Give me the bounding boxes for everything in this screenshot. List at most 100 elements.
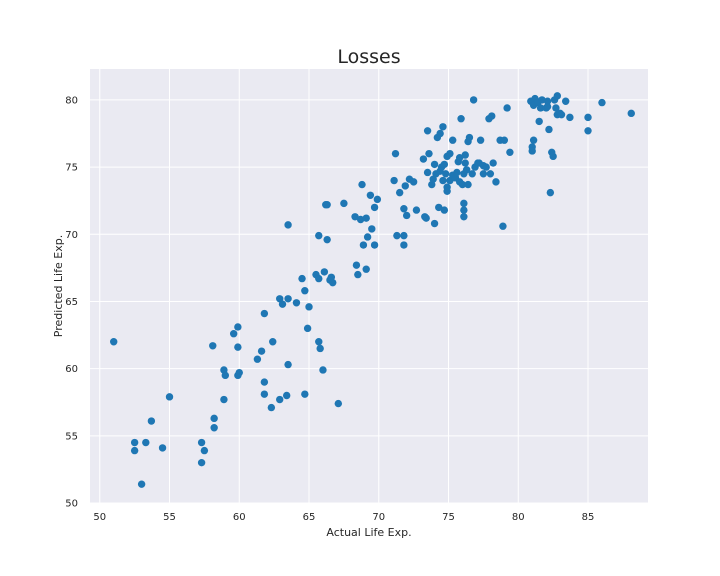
data-point [440, 206, 449, 214]
data-point [393, 231, 401, 240]
data-point [137, 480, 146, 488]
data-point [292, 299, 301, 307]
data-point [234, 323, 242, 331]
data-point [352, 261, 361, 269]
data-point [269, 338, 277, 346]
data-point [422, 214, 430, 222]
data-point [460, 206, 468, 214]
data-point [359, 241, 368, 249]
data-point [453, 168, 461, 177]
data-point [315, 338, 323, 346]
data-point [210, 414, 218, 423]
data-point [402, 211, 411, 220]
data-point [458, 180, 467, 189]
data-point [209, 342, 217, 350]
data-point [584, 127, 592, 135]
data-point [267, 403, 276, 412]
data-point [499, 222, 507, 230]
data-point [492, 178, 500, 186]
data-point [535, 117, 543, 126]
data-point [552, 104, 560, 112]
data-point [584, 113, 592, 122]
data-point [363, 233, 372, 241]
data-point [284, 221, 292, 229]
data-point [488, 112, 496, 120]
data-point [460, 213, 468, 221]
y-tick-label: 70 [65, 230, 78, 241]
data-point [354, 270, 362, 279]
y-tick-label: 55 [65, 431, 78, 442]
data-point [323, 201, 331, 209]
data-point [442, 170, 450, 178]
data-point [536, 104, 545, 112]
data-point [528, 147, 536, 155]
x-tick-label: 80 [512, 512, 525, 523]
data-point [440, 160, 449, 169]
data-point [158, 444, 167, 452]
data-point [323, 235, 331, 244]
data-point [553, 92, 562, 100]
data-point [461, 151, 469, 159]
data-point [130, 438, 139, 447]
x-tick-label: 75 [442, 512, 455, 523]
data-point [409, 178, 418, 186]
data-point [460, 199, 468, 208]
data-point [439, 176, 447, 185]
y-tick-labels: 50 55 60 65 70 75 80 [65, 95, 78, 509]
data-point [461, 159, 469, 167]
data-point [465, 133, 474, 142]
data-point [462, 166, 471, 174]
data-point [351, 213, 359, 221]
data-point [356, 215, 365, 224]
data-point [370, 203, 379, 212]
data-point [316, 344, 324, 353]
data-point [229, 329, 238, 338]
data-point [235, 368, 243, 377]
data-point [362, 214, 370, 222]
y-tick-label: 80 [65, 95, 78, 106]
data-point [260, 378, 269, 386]
data-point [370, 241, 379, 249]
x-tick-label: 60 [233, 512, 246, 523]
x-tick-labels: 50 55 60 65 70 75 80 85 [93, 512, 594, 523]
x-tick-label: 85 [582, 512, 595, 523]
data-point [479, 170, 488, 178]
data-point [423, 127, 432, 135]
data-point [260, 309, 269, 318]
data-point [464, 180, 472, 189]
data-point [430, 219, 439, 228]
data-point [301, 390, 309, 398]
data-point [319, 366, 327, 374]
data-point [142, 438, 150, 447]
data-point [476, 136, 485, 144]
data-point [368, 225, 376, 233]
data-point [598, 98, 606, 107]
data-point [435, 203, 443, 212]
data-point [329, 278, 337, 287]
data-point [566, 113, 574, 122]
data-point [412, 206, 421, 214]
data-point [425, 149, 433, 158]
data-point [334, 399, 343, 408]
data-point [284, 295, 292, 303]
data-point [468, 170, 476, 178]
y-axis-label: Predicted Life Exp. [52, 235, 65, 337]
data-point [200, 446, 209, 455]
data-point [446, 149, 454, 158]
data-point [197, 438, 206, 447]
data-point [320, 268, 329, 276]
data-point [210, 424, 218, 432]
data-point [366, 191, 375, 200]
data-point [543, 97, 552, 105]
data-point [147, 417, 156, 425]
data-point [197, 458, 206, 467]
data-point [400, 241, 408, 249]
data-point [430, 160, 439, 169]
data-point [423, 168, 432, 177]
data-point [358, 180, 366, 189]
data-point [482, 163, 490, 171]
data-point [400, 205, 408, 213]
data-point [469, 96, 478, 104]
data-point [315, 231, 323, 240]
y-tick-label: 65 [65, 297, 78, 308]
